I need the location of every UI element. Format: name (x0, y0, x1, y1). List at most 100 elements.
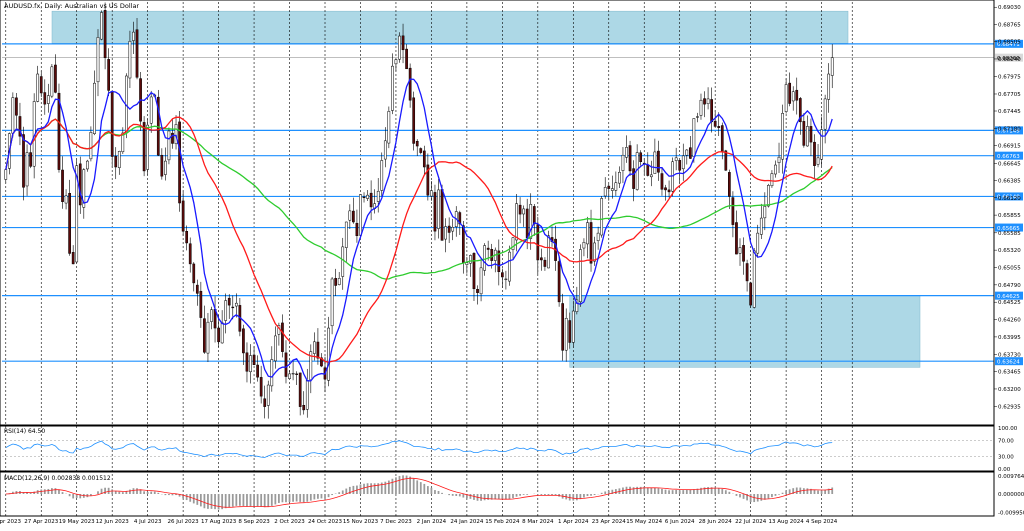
candle-bull (827, 73, 831, 100)
candle-bear (688, 147, 692, 159)
candle-bear (352, 210, 355, 223)
x-tick-label: 12 Jun 2023 (96, 519, 130, 525)
candle-bull (11, 97, 15, 134)
candle-bull (596, 232, 600, 241)
candle-bull (348, 210, 352, 221)
candle-bear (78, 163, 82, 206)
candle-bull (600, 198, 604, 236)
candle-bull (777, 156, 781, 163)
candle-bull (387, 111, 391, 144)
candle-bull (830, 57, 834, 76)
candle-bull (806, 126, 809, 147)
candle-bear (728, 172, 731, 197)
x-tick-label: 24 Jan 2024 (450, 519, 483, 525)
candle-bull (706, 98, 710, 105)
candle-bear (281, 322, 284, 352)
candle-bull (529, 204, 533, 239)
candle-bear (607, 185, 611, 189)
candle-bear (103, 10, 107, 58)
x-tick-label: 4 Sep 2024 (806, 519, 838, 525)
y-tick-label: 0.65855 (998, 213, 1021, 219)
ma-fast-line (5, 78, 833, 382)
candle-bull (511, 237, 515, 250)
candle-bull (249, 355, 252, 373)
candle-bull (696, 116, 699, 118)
candle-bear (256, 364, 259, 378)
candle-bear (646, 164, 650, 176)
candle-bear (440, 189, 444, 241)
macd-pane (0, 471, 995, 517)
candle-bull (444, 226, 447, 240)
candle-bear (518, 204, 522, 215)
y-tick-label: 0.67445 (998, 109, 1021, 115)
candle-bull (305, 380, 309, 410)
candle-bull (767, 185, 770, 207)
candle-bull (75, 165, 79, 263)
x-tick-label: 26 Jul 2023 (168, 519, 200, 525)
x-tick-label: 24 Oct 2023 (308, 519, 343, 525)
candle-bear (68, 193, 71, 254)
macd-signal-line (5, 477, 833, 508)
x-tick-label: 23 Apr 2024 (592, 519, 627, 525)
candle-bull (220, 322, 224, 344)
candle-bull (82, 169, 86, 208)
chart-title: AUDUSD.fx, Daily: Australian vs US Dolla… (4, 2, 139, 10)
candle-bear (252, 354, 256, 365)
candle-bear (39, 76, 43, 94)
candle-bear (29, 152, 32, 167)
candle-bull (344, 221, 348, 248)
candle-bull (224, 300, 228, 321)
candle-bear (422, 150, 426, 168)
candle-bull (128, 41, 132, 79)
candle-bear (415, 141, 419, 147)
y-tick-label: 0.66385 (998, 178, 1021, 184)
candle-bear (231, 306, 235, 309)
candle-bull (430, 190, 433, 197)
y-tick-label: 0.63730 (998, 352, 1021, 358)
candle-bear (525, 208, 529, 238)
candle-bull (674, 157, 678, 161)
macd-layer (5, 475, 834, 510)
moving-averages-layer (5, 78, 833, 382)
candle-bull (132, 31, 135, 41)
candle-bear (561, 303, 565, 351)
candle-bull (820, 129, 823, 160)
y-tick-label: 0.64525 (998, 300, 1021, 306)
macd-label: MACD(12,26,9) 0.002838 0.001512 (4, 475, 111, 482)
candle-bull (64, 195, 68, 204)
candle-bull (330, 278, 334, 327)
candle-bear (433, 192, 437, 232)
candle-bear (802, 121, 806, 146)
candle-bull (93, 82, 96, 134)
candle-bull (653, 151, 657, 174)
candle-bear (710, 99, 713, 123)
y-tick-label: 0.64260 (998, 318, 1021, 324)
candle-bull (603, 187, 607, 197)
candle-bull (288, 373, 291, 379)
candle-bull (376, 190, 380, 202)
level-tag (995, 357, 1023, 366)
candle-bull (291, 372, 295, 375)
candle-bear (43, 92, 47, 105)
y-tick-label: 0.66120 (998, 196, 1021, 202)
candle-bear (486, 247, 490, 250)
candle-bull (593, 242, 596, 262)
candle-bull (394, 59, 398, 65)
candle-bull (564, 317, 568, 351)
candle-bull (610, 188, 614, 191)
y-tick-label: 0.66915 (998, 144, 1021, 150)
candle-bear (245, 352, 249, 372)
level-tag (995, 223, 1023, 232)
candle-bear (678, 160, 682, 171)
candle-bear (203, 318, 206, 353)
level-tag-label: 0.63624 (997, 359, 1020, 365)
y-tick-label: 0.63200 (998, 387, 1021, 393)
candle-bear (408, 67, 412, 101)
candle-bear (263, 398, 267, 407)
price-axis: 0.68471 0.67149 0.66763 0.66140 0.65665 0.646… (993, 0, 1024, 516)
level-tag-label: 0.68471 (997, 42, 1020, 48)
level-tag (995, 126, 1023, 135)
candle-bear (788, 82, 792, 104)
candle-bear (114, 155, 118, 168)
candle-bear (632, 168, 635, 189)
